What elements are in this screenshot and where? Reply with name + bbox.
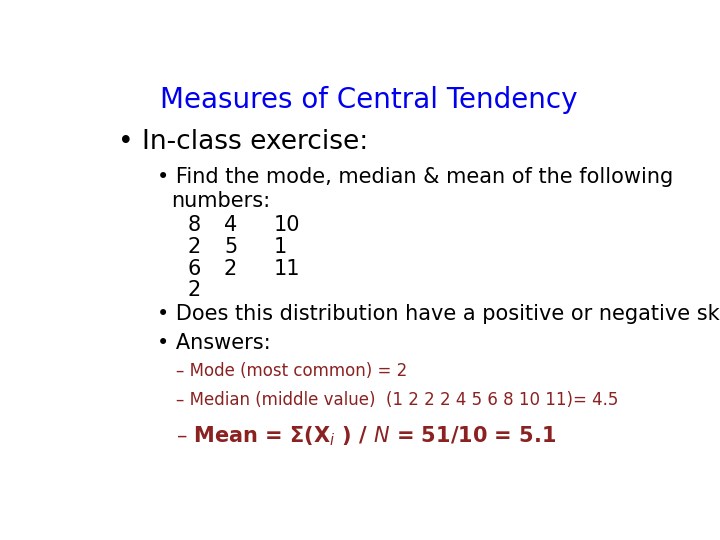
Text: 5: 5 [224, 237, 237, 257]
Text: 6: 6 [188, 259, 201, 279]
Text: 1: 1 [274, 237, 287, 257]
Text: numbers:: numbers: [171, 191, 270, 211]
Text: • In-class exercise:: • In-class exercise: [118, 129, 368, 155]
Text: 2: 2 [188, 280, 201, 300]
Text: – Median (middle value)  (1 2 2 2 4 5 6 8 10 11)= 4.5: – Median (middle value) (1 2 2 2 4 5 6 8… [176, 391, 619, 409]
Text: 2: 2 [224, 259, 237, 279]
Text: – Mode (most common) = 2: – Mode (most common) = 2 [176, 362, 408, 380]
Text: 4: 4 [224, 215, 237, 235]
Text: • Does this distribution have a positive or negative skew?: • Does this distribution have a positive… [157, 304, 720, 324]
Text: 11: 11 [274, 259, 301, 279]
Text: 8: 8 [188, 215, 201, 235]
Text: • Find the mode, median & mean of the following: • Find the mode, median & mean of the fo… [157, 167, 673, 187]
Text: Measures of Central Tendency: Measures of Central Tendency [161, 85, 577, 113]
Text: • Answers:: • Answers: [157, 333, 271, 353]
Text: 2: 2 [188, 237, 201, 257]
Text: – Mean = Σ(X$_i$ ) / $N$ = 51/10 = 5.1: – Mean = Σ(X$_i$ ) / $N$ = 51/10 = 5.1 [176, 424, 557, 448]
Text: 10: 10 [274, 215, 301, 235]
